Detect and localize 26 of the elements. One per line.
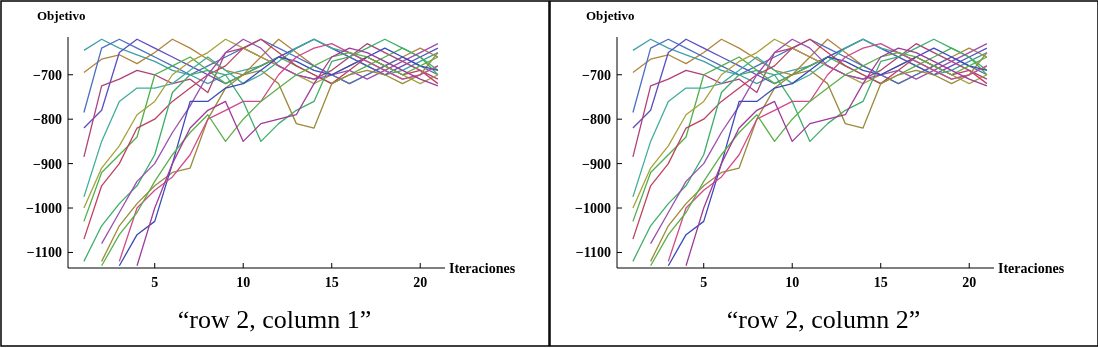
y-tick-label: −1000 [26,201,62,217]
y-tick-label: −700 [33,67,62,83]
x-axis-title: Iteraciones [449,261,516,276]
y-tick-label: −1100 [26,245,62,261]
x-tick-label: 10 [236,275,251,290]
y-axis-title: Objetivo [586,8,635,23]
x-tick-label: 10 [785,275,800,290]
y-tick-label: −900 [33,156,62,172]
text: “row 2, column 1” [177,305,372,334]
text: “row 2, column 2” [726,305,921,334]
y-tick-label: −800 [33,112,62,128]
x-tick-label: 15 [324,275,339,290]
y-tick-label: −800 [582,112,611,128]
line-series [632,38,988,114]
y-tick-label: −1100 [575,245,611,261]
x-tick-label: 20 [962,275,977,290]
y-tick-label: −1000 [575,201,611,217]
y-tick-label: −900 [582,156,611,172]
x-axis-title: Iteraciones [998,261,1065,276]
y-tick-label: −700 [582,67,611,83]
line-series [83,38,439,114]
y-axis-title: Objetivo [37,8,86,23]
x-tick-label: 20 [413,275,428,290]
x-tick-label: 5 [151,275,159,290]
x-tick-label: 15 [873,275,888,290]
x-tick-label: 5 [700,275,708,290]
